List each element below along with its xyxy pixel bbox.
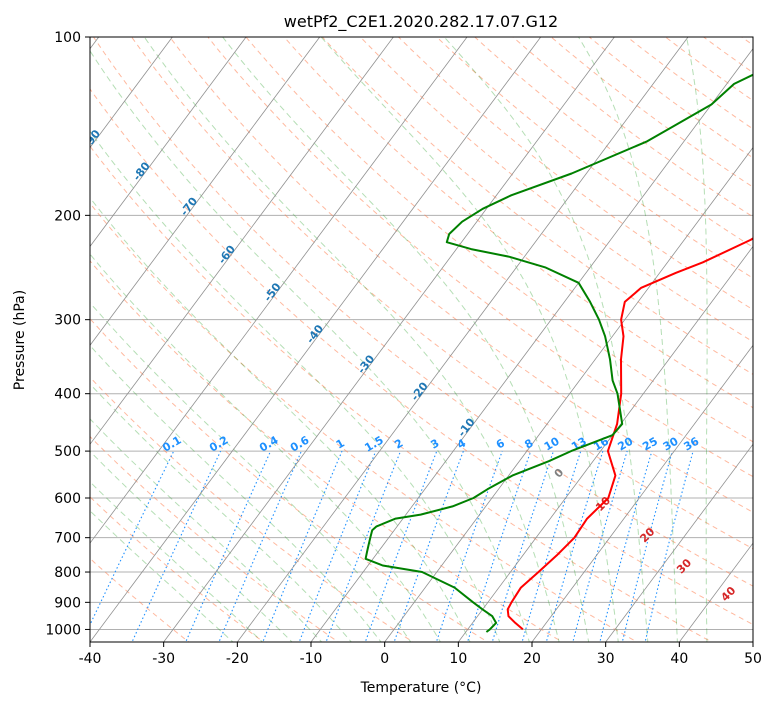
isotherm — [310, 48, 753, 642]
isotherm — [531, 344, 753, 642]
moist-adiabat — [90, 481, 264, 642]
dry-adiabat — [169, 37, 753, 513]
x-tick-label: -30 — [152, 651, 175, 667]
x-tick-label: -20 — [226, 651, 249, 667]
y-tick-label: 500 — [54, 444, 81, 460]
dry-adiabat — [90, 318, 489, 642]
sounding-series — [364, 73, 753, 633]
mixing-ratio-line — [298, 450, 377, 642]
mixing-ratio-line — [325, 450, 402, 642]
moist-adiabat — [320, 37, 619, 642]
moist-adiabat — [90, 418, 323, 642]
x-tick-label: 10 — [449, 651, 467, 667]
y-tick-label: 600 — [54, 491, 81, 507]
mixing-ratio-line — [435, 450, 503, 642]
dry-adiabat — [90, 88, 753, 626]
x-tick-label: 50 — [744, 651, 762, 667]
dry-adiabat — [321, 37, 753, 375]
mixing-ratio-line — [521, 450, 582, 642]
mixing-ratio-line — [599, 450, 653, 642]
isotherm — [90, 37, 468, 544]
dry-adiabat — [90, 376, 414, 642]
x-tick-label: -10 — [300, 651, 323, 667]
moist-adiabat — [90, 130, 501, 642]
moist-adiabat — [143, 37, 560, 642]
mixing-ratio-line — [644, 450, 694, 642]
moist-adiabat — [90, 510, 234, 642]
y-axis-label: Pressure (hPa) — [12, 290, 28, 390]
y-tick-label: 200 — [54, 208, 81, 224]
isotherm — [605, 443, 753, 642]
isotherm — [90, 37, 173, 149]
x-tick-label: 40 — [670, 651, 688, 667]
dry-adiabats — [90, 37, 753, 642]
y-tick-label: 300 — [54, 313, 81, 329]
isotherm — [90, 37, 247, 248]
moist-adiabat — [90, 383, 352, 642]
temperature-line — [506, 237, 753, 631]
isotherm — [90, 37, 394, 445]
dry-adiabat — [90, 145, 713, 642]
dry-adiabat — [90, 435, 340, 642]
pressure-grid — [90, 37, 753, 630]
isotherms — [90, 37, 753, 642]
isotherm — [458, 245, 753, 642]
x-axis-label: Temperature (°C) — [360, 680, 482, 696]
y-tick-label: 800 — [54, 565, 81, 581]
dry-adiabat — [90, 260, 564, 642]
isotherm — [90, 37, 321, 347]
plot-frame — [89, 36, 754, 643]
isotherm — [163, 37, 615, 642]
dry-adiabat — [397, 37, 753, 311]
plot-area: -100-90-80-70-60-50-40-30-20-100.10.20.4… — [90, 37, 753, 642]
x-tick-label: 20 — [523, 651, 541, 667]
moist-adiabat — [90, 344, 382, 642]
y-tick-label: 1000 — [45, 622, 81, 638]
y-tick-label: 100 — [54, 30, 81, 46]
mixing-ratio-line — [621, 450, 673, 642]
moist-adiabat — [222, 37, 590, 642]
y-tick-label: 400 — [54, 387, 81, 403]
y-axis-ticks: 100 200 300 400 500 600 700 800 900 1000 — [45, 30, 90, 638]
mixing-ratio-line — [545, 450, 604, 642]
moist-adiabat — [686, 37, 708, 642]
dry-adiabat — [90, 557, 190, 642]
dry-adiabat — [359, 37, 753, 343]
isotherm — [90, 37, 542, 642]
isotherm — [384, 146, 753, 642]
moist-adiabat — [90, 450, 293, 642]
moist-adiabats — [90, 37, 708, 642]
dry-adiabat — [245, 37, 753, 443]
dry-adiabat — [90, 202, 639, 642]
moist-adiabat — [578, 37, 678, 642]
mixing-ratio-line — [572, 450, 628, 642]
moist-adiabat — [443, 37, 649, 642]
moist-adiabat — [90, 301, 412, 642]
mixing-ratio-line — [364, 450, 438, 642]
y-tick-label: 700 — [54, 531, 81, 547]
chart-title: wetPf2_C2E1.2020.282.17.07.G12 — [284, 12, 558, 32]
x-tick-label: 30 — [597, 651, 615, 667]
x-axis-ticks: -40 -30 -20 -10 0 10 20 30 40 50 — [79, 642, 762, 667]
mixing-ratio-line — [393, 450, 464, 642]
x-tick-label: -40 — [79, 651, 102, 667]
x-tick-label: 0 — [380, 651, 389, 667]
y-tick-label: 900 — [54, 595, 81, 611]
mixing-ratio-line — [491, 450, 555, 642]
isotherm — [237, 37, 689, 642]
dewpoint-line — [364, 73, 753, 633]
